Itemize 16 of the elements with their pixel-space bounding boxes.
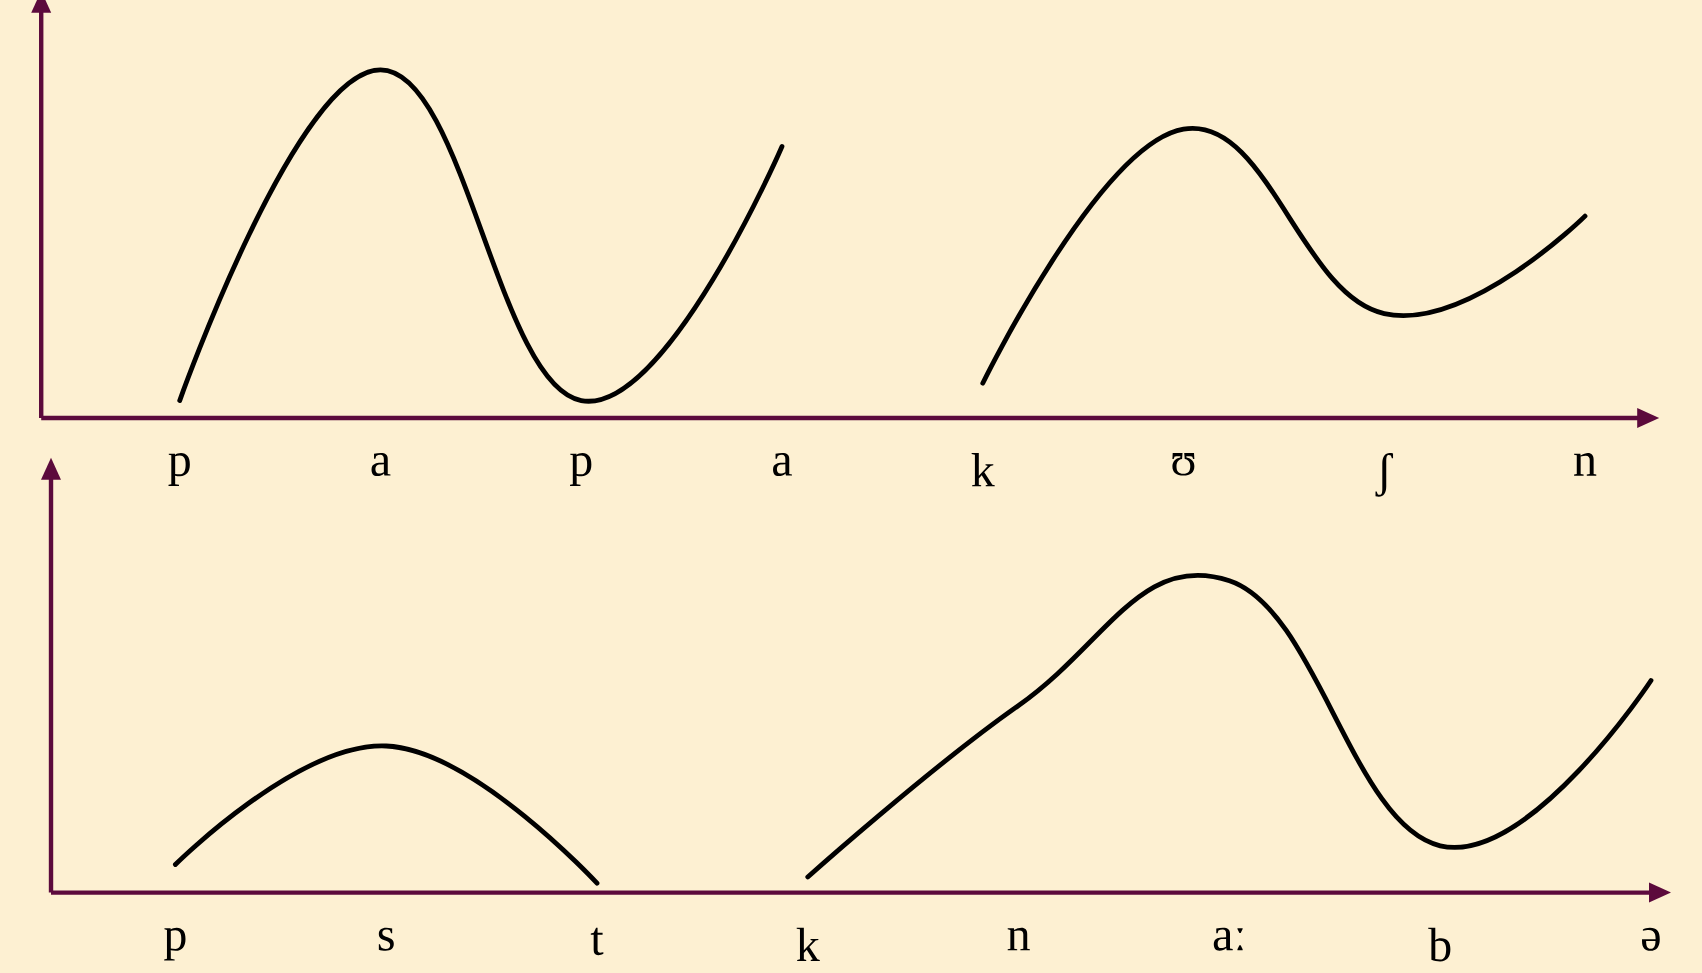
x-tick-label: ʊ [1172, 453, 1195, 476]
x-tick-label: ʃ [1375, 453, 1394, 497]
x-tick-label: k [796, 927, 820, 961]
x-tick-label: b [1428, 927, 1451, 962]
x-tick-label: n [1574, 453, 1597, 476]
x-tick-label: s [378, 927, 394, 951]
x-tick-label: t [590, 927, 604, 956]
x-tick-label: k [971, 453, 995, 487]
x-tick-label: p [164, 927, 186, 961]
x-tick-label: aː [1213, 927, 1243, 951]
x-tick-label: n [1007, 927, 1030, 951]
x-tick-label: a [371, 453, 391, 477]
x-tick-label: p [570, 453, 592, 486]
x-tick-label: a [773, 453, 792, 477]
x-tick-label: p [168, 453, 190, 486]
x-tick-label: ə [1642, 927, 1660, 951]
